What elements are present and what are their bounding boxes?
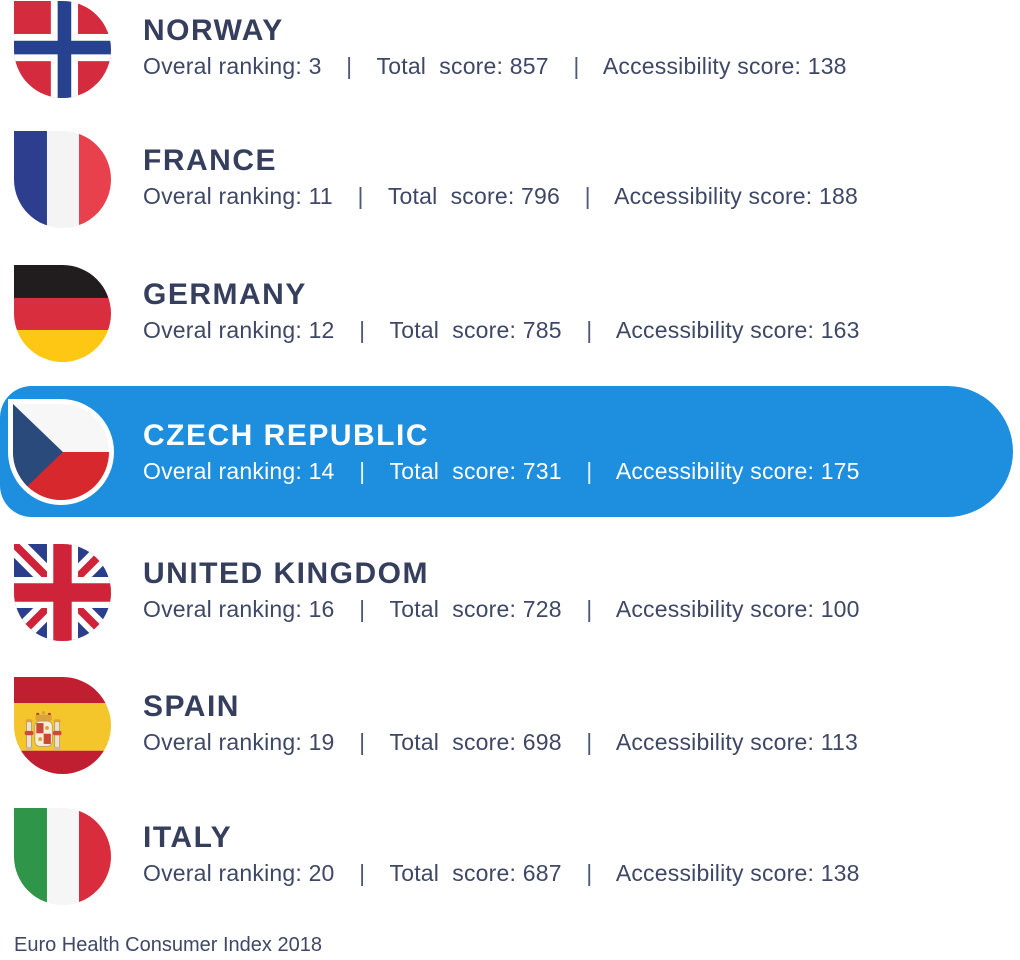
total-score-label: Total score: [389,457,517,484]
separator: | [357,183,364,209]
overall-ranking-label: Overal ranking: [143,729,302,755]
accessibility-score-label: Accessibility score: [614,183,813,209]
country-name: SPAIN [143,690,240,723]
total-score-value: 728 [522,596,562,622]
accessibility-score-label: Accessibility score: [615,457,815,484]
country-name: FRANCE [143,144,277,177]
separator: | [359,457,366,484]
separator: | [359,596,366,622]
separator: | [586,457,593,484]
total-score-value: 857 [509,53,549,79]
country-row-united-kingdom[interactable]: UNITED KINGDOM Overal ranking: 16 | Tota… [14,544,860,641]
germany-flag-icon [14,265,111,362]
overall-ranking-label: Overal ranking: [143,457,302,484]
accessibility-score-label: Accessibility score: [615,317,815,343]
overall-ranking-value: 19 [308,729,335,755]
flag-ring [8,398,114,505]
country-stats: Overal ranking: 16 | Total score: 728 | … [143,596,860,622]
united-kingdom-flag-icon [14,544,111,641]
accessibility-score-label: Accessibility score: [615,596,815,622]
total-score-value: 687 [522,860,562,886]
separator: | [359,860,366,886]
country-stats: Overal ranking: 20 | Total score: 687 | … [143,860,860,886]
separator: | [584,183,591,209]
accessibility-score-value: 138 [820,860,860,886]
overall-ranking-value: 3 [308,53,322,79]
country-stats: Overal ranking: 14 | Total score: 731 | … [143,458,860,484]
country-stats: Overal ranking: 12 | Total score: 785 | … [143,317,860,343]
total-score-label: Total score: [389,729,517,755]
country-info: GERMANY Overal ranking: 12 | Total score… [143,265,860,344]
overall-ranking-value: 12 [308,317,335,343]
accessibility-score-label: Accessibility score: [615,729,815,755]
source-caption: Euro Health Consumer Index 2018 [14,934,322,956]
country-info: UNITED KINGDOM Overal ranking: 16 | Tota… [143,544,860,623]
total-score-label: Total score: [387,183,515,209]
overall-ranking-value: 14 [308,457,335,484]
accessibility-score-value: 175 [820,457,860,484]
country-info: FRANCE Overal ranking: 11 | Total score:… [143,131,858,210]
country-row-spain[interactable]: SPAIN Overal ranking: 19 | Total score: … [14,677,858,774]
total-score-label: Total score: [389,317,517,343]
total-score-label: Total score: [376,53,504,79]
accessibility-score-value: 188 [818,183,858,209]
country-row-czech-republic-selected[interactable]: CZECH REPUBLIC Overal ranking: 14 | Tota… [0,386,1013,517]
overall-ranking-label: Overal ranking: [143,53,302,79]
total-score-label: Total score: [389,860,517,886]
separator: | [359,317,366,343]
country-name: GERMANY [143,278,307,311]
country-row-norway[interactable]: NORWAY Overal ranking: 3 | Total score: … [14,1,847,98]
overall-ranking-label: Overal ranking: [143,596,302,622]
country-name: ITALY [143,821,233,854]
country-name: NORWAY [143,14,284,47]
separator: | [586,596,593,622]
total-score-value: 698 [522,729,562,755]
overall-ranking-label: Overal ranking: [143,860,302,886]
country-row-france[interactable]: FRANCE Overal ranking: 11 | Total score:… [14,131,858,228]
country-stats: Overal ranking: 3 | Total score: 857 | A… [143,53,847,79]
separator: | [586,729,593,755]
country-name: UNITED KINGDOM [143,557,429,590]
accessibility-score-value: 138 [807,53,847,79]
spain-flag-icon [14,677,111,774]
overall-ranking-value: 11 [308,183,333,209]
accessibility-score-label: Accessibility score: [615,860,815,886]
overall-ranking-value: 20 [308,860,335,886]
separator: | [359,729,366,755]
norway-flag-icon [14,1,111,98]
country-info: NORWAY Overal ranking: 3 | Total score: … [143,1,847,80]
country-info: SPAIN Overal ranking: 19 | Total score: … [143,677,858,756]
accessibility-score-value: 113 [820,729,858,755]
separator: | [586,860,593,886]
accessibility-score-value: 163 [820,317,860,343]
country-stats: Overal ranking: 11 | Total score: 796 | … [143,183,858,209]
france-flag-icon [14,131,111,228]
country-info: ITALY Overal ranking: 20 | Total score: … [143,808,860,887]
accessibility-score-label: Accessibility score: [602,53,802,79]
total-score-value: 796 [521,183,560,209]
separator: | [346,53,353,79]
czech-republic-flag-icon [13,403,109,500]
overall-ranking-value: 16 [308,596,335,622]
country-stats: Overal ranking: 19 | Total score: 698 | … [143,729,858,755]
italy-flag-icon [14,808,111,905]
total-score-label: Total score: [389,596,517,622]
country-info: CZECH REPUBLIC Overal ranking: 14 | Tota… [143,418,860,484]
total-score-value: 785 [522,317,562,343]
separator: | [573,53,580,79]
accessibility-score-value: 100 [820,596,860,622]
overall-ranking-label: Overal ranking: [143,183,302,209]
overall-ranking-label: Overal ranking: [143,317,302,343]
country-row-italy[interactable]: ITALY Overal ranking: 20 | Total score: … [14,808,860,905]
country-row-germany[interactable]: GERMANY Overal ranking: 12 | Total score… [14,265,860,362]
total-score-value: 731 [522,457,562,484]
separator: | [586,317,593,343]
country-name: CZECH REPUBLIC [143,418,430,452]
